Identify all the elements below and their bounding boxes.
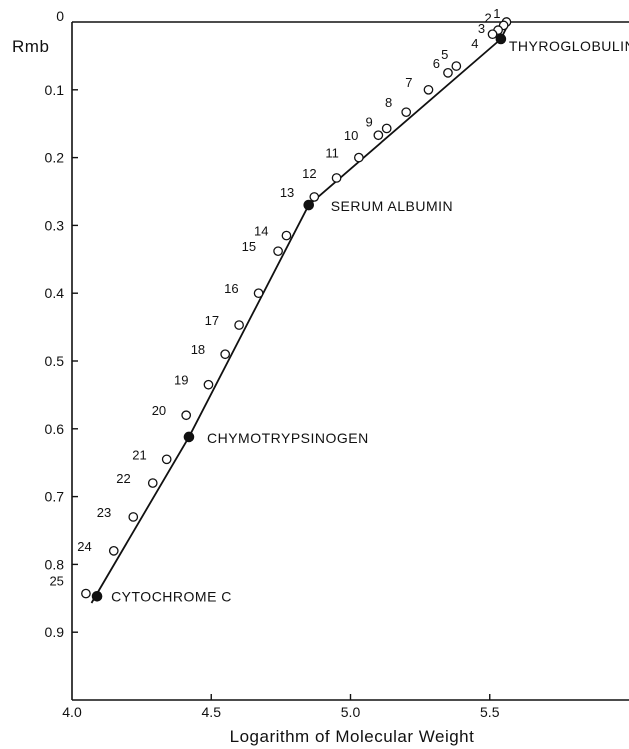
open-data-point (309, 192, 320, 202)
point-number-label: 22 (116, 471, 130, 486)
open-data-point (203, 379, 214, 390)
open-data-point (443, 68, 453, 78)
x-tick-label: 4.5 (202, 704, 222, 720)
point-number-label: 20 (152, 403, 166, 418)
point-number-label: 10 (344, 128, 358, 143)
y-tick-label: 0.3 (45, 217, 65, 233)
standard-protein-point (495, 33, 507, 45)
open-data-point (253, 288, 264, 299)
open-data-point (108, 545, 119, 556)
y-tick-label: 0.7 (45, 489, 65, 505)
standard-protein-point (303, 199, 315, 211)
point-number-label: 18 (191, 342, 205, 357)
fit-line-group (90, 21, 511, 604)
data-points (81, 17, 512, 602)
open-data-point (147, 478, 158, 488)
standard-label-serum-albumin: SERUM ALBUMIN (331, 198, 453, 214)
point-number-label: 15 (242, 239, 256, 254)
y-tick-label: 0.9 (45, 624, 65, 640)
point-number-label: 4 (471, 36, 478, 51)
y-axis-title: Rmb (12, 37, 49, 56)
y-tick-label: 0.5 (45, 353, 65, 369)
y-tick-label: 0 (56, 8, 64, 24)
x-tick-label: 4.0 (62, 704, 82, 720)
point-number-label: 21 (132, 447, 146, 462)
x-tick-label: 5.5 (480, 704, 500, 720)
point-number-label: 3 (478, 21, 485, 36)
point-number-label: 17 (205, 313, 219, 328)
open-data-point (273, 246, 283, 257)
point-number-label: 6 (433, 56, 440, 71)
point-number-label: 9 (365, 114, 372, 129)
point-number-label: 7 (405, 75, 412, 90)
y-tick-label: 0.8 (45, 556, 65, 572)
open-data-point (281, 230, 292, 241)
point-number-label: 14 (254, 224, 268, 239)
open-data-point (401, 107, 412, 118)
open-data-point (81, 588, 91, 599)
point-number-label: 13 (280, 185, 294, 200)
open-data-point (487, 29, 498, 40)
x-axis-title: Logarithm of Molecular Weight (230, 727, 475, 746)
open-data-point (423, 84, 434, 95)
open-data-point (354, 152, 364, 163)
point-number-label: 5 (441, 47, 448, 62)
open-data-point (451, 61, 462, 71)
point-number-label: 11 (325, 146, 339, 161)
point-number-label: 2 (484, 10, 491, 25)
standard-label-thyroglobulin: THYROGLOBULIN (509, 38, 629, 54)
point-number-label: 19 (174, 373, 188, 388)
standard-protein-point (91, 590, 103, 602)
open-data-point (234, 320, 244, 330)
open-data-point (373, 130, 384, 141)
open-data-point (381, 123, 392, 134)
y-tick-label: 0.1 (45, 82, 65, 98)
point-number-label: 12 (302, 166, 316, 181)
point-number-label: 16 (224, 281, 238, 296)
y-tick-label: 0.6 (45, 421, 65, 437)
x-tick-label: 5.0 (341, 704, 361, 720)
open-data-point (128, 512, 139, 522)
axis-ticks: 0 0.1 0.2 0.3 0.4 0.5 0.6 0.7 0.8 0.9 4.0 4.5 5.0 5.5 (45, 8, 500, 720)
fit-line (90, 21, 511, 604)
point-number-label: 25 (49, 574, 63, 589)
point-number-label: 24 (77, 539, 91, 554)
standard-label-cytochrome-c: CYTOCHROME C (111, 588, 232, 604)
standard-protein-point (183, 431, 195, 443)
open-data-point (181, 410, 192, 421)
y-tick-label: 0.2 (45, 150, 65, 166)
point-number-label: 8 (385, 95, 392, 110)
open-data-point (161, 454, 172, 465)
y-tick-label: 0.4 (45, 285, 65, 301)
standard-label-chymotrypsinogen: CHYMOTRYPSINOGEN (207, 430, 369, 446)
point-labels: 1234567891011121314151617181920212223242… (49, 6, 629, 604)
open-data-point (331, 173, 342, 183)
point-number-label: 23 (97, 505, 111, 520)
open-data-point (220, 349, 231, 360)
point-number-label: 1 (493, 6, 500, 21)
